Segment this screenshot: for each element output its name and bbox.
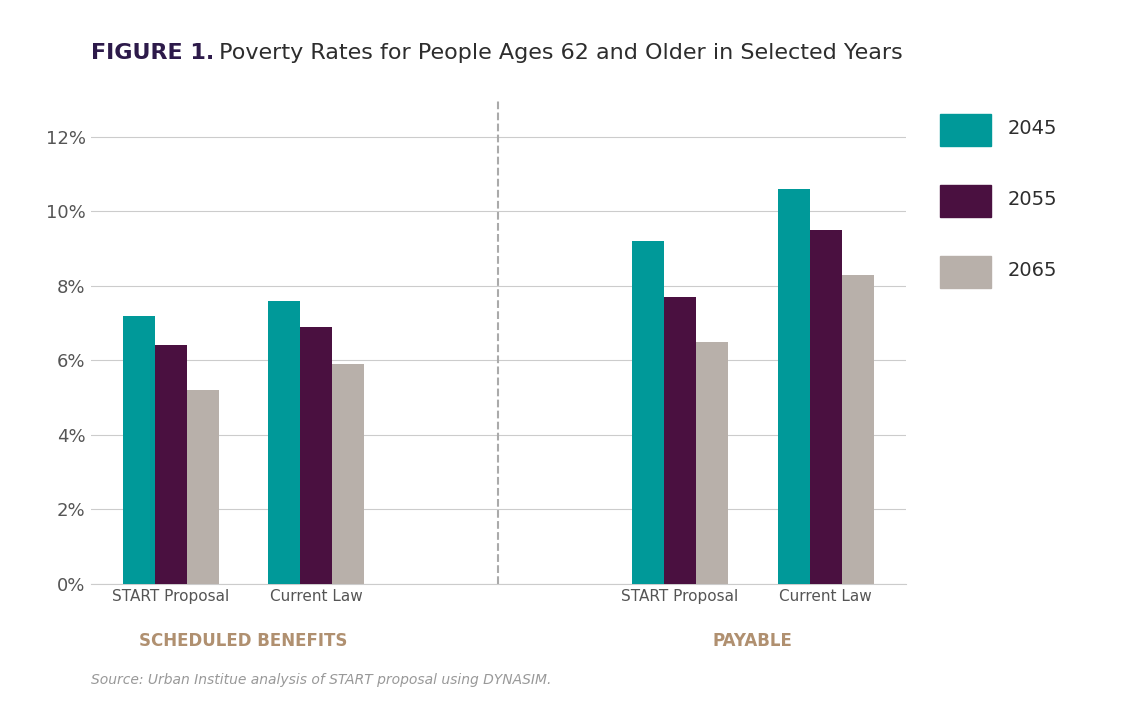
Text: SCHEDULED BENEFITS: SCHEDULED BENEFITS bbox=[139, 632, 348, 650]
Bar bbox=[664, 297, 696, 584]
Bar bbox=[778, 189, 809, 584]
Bar bbox=[187, 390, 218, 584]
Bar bbox=[122, 315, 155, 584]
Text: 2055: 2055 bbox=[1007, 190, 1057, 209]
Bar bbox=[332, 364, 365, 584]
Bar bbox=[809, 230, 841, 584]
Text: PAYABLE: PAYABLE bbox=[713, 632, 792, 650]
Bar bbox=[632, 241, 664, 584]
Text: Source: Urban Institue analysis of START proposal using DYNASIM.: Source: Urban Institue analysis of START… bbox=[91, 673, 551, 687]
Text: FIGURE 1.: FIGURE 1. bbox=[91, 43, 214, 63]
Bar bbox=[841, 275, 874, 584]
Bar bbox=[155, 345, 187, 584]
Text: Poverty Rates for People Ages 62 and Older in Selected Years: Poverty Rates for People Ages 62 and Old… bbox=[212, 43, 902, 63]
Text: 2045: 2045 bbox=[1007, 119, 1057, 137]
Bar bbox=[696, 342, 728, 584]
Bar bbox=[268, 300, 300, 584]
Text: 2065: 2065 bbox=[1007, 261, 1057, 280]
Bar bbox=[300, 327, 332, 584]
